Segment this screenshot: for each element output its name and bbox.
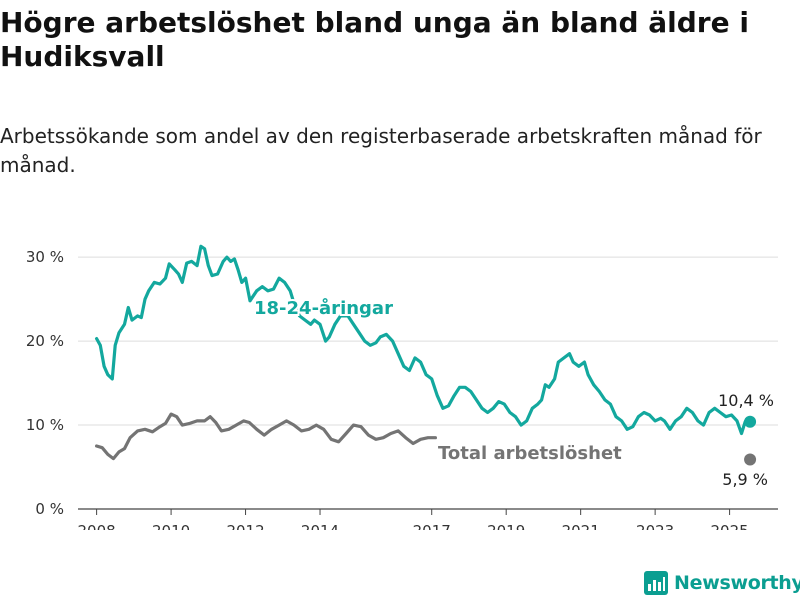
newsworthy-logo[interactable]: Newsworthy bbox=[644, 568, 800, 598]
series-label-youth: 18-24-åringar bbox=[254, 297, 393, 319]
x-axis: 2008 2010 2012 2014 2017 2019 2021 2023 2025 bbox=[78, 509, 749, 530]
series-label-total: Total arbetslöshet bbox=[438, 443, 622, 464]
line-chart: 0 % 10 % 20 % 30 % 2008 2010 2012 2014 2017 2019… bbox=[26, 244, 778, 530]
y-tick-label: 30 % bbox=[26, 248, 64, 266]
series-labels: 18-24-åringar Total arbetslöshet 10,4 % 5,9… bbox=[252, 295, 774, 489]
series-end-dot-total bbox=[744, 453, 757, 466]
y-tick-label: 20 % bbox=[26, 332, 64, 350]
series-lines bbox=[95, 244, 757, 466]
x-tick-label: 2019 bbox=[487, 522, 525, 530]
x-tick-label: 2023 bbox=[636, 522, 674, 530]
end-value-label-total: 5,9 % bbox=[722, 470, 768, 489]
newsworthy-logo-icon bbox=[644, 571, 668, 595]
x-tick-label: 2017 bbox=[413, 522, 451, 530]
end-value-label-youth: 10,4 % bbox=[718, 391, 774, 410]
chart-title: Högre arbetslöshet bland unga än bland ä… bbox=[0, 6, 749, 73]
y-axis: 0 % 10 % 20 % 30 % bbox=[26, 248, 64, 518]
series-line-youth bbox=[95, 244, 747, 436]
grid bbox=[78, 256, 778, 510]
y-tick-label: 10 % bbox=[26, 416, 64, 434]
x-tick-label: 2012 bbox=[226, 522, 264, 530]
brand-name: Newsworthy bbox=[674, 572, 800, 594]
x-tick-label: 2008 bbox=[78, 522, 116, 530]
series-end-dot-youth bbox=[744, 415, 757, 428]
x-tick-label: 2014 bbox=[301, 522, 339, 530]
x-tick-label: 2025 bbox=[711, 522, 749, 530]
series-line-total bbox=[95, 412, 437, 461]
chart-subtitle: Arbetssökande som andel av den registerb… bbox=[0, 124, 762, 177]
x-tick-label: 2021 bbox=[562, 522, 600, 530]
y-tick-label: 0 % bbox=[35, 500, 64, 518]
x-tick-label: 2010 bbox=[152, 522, 190, 530]
